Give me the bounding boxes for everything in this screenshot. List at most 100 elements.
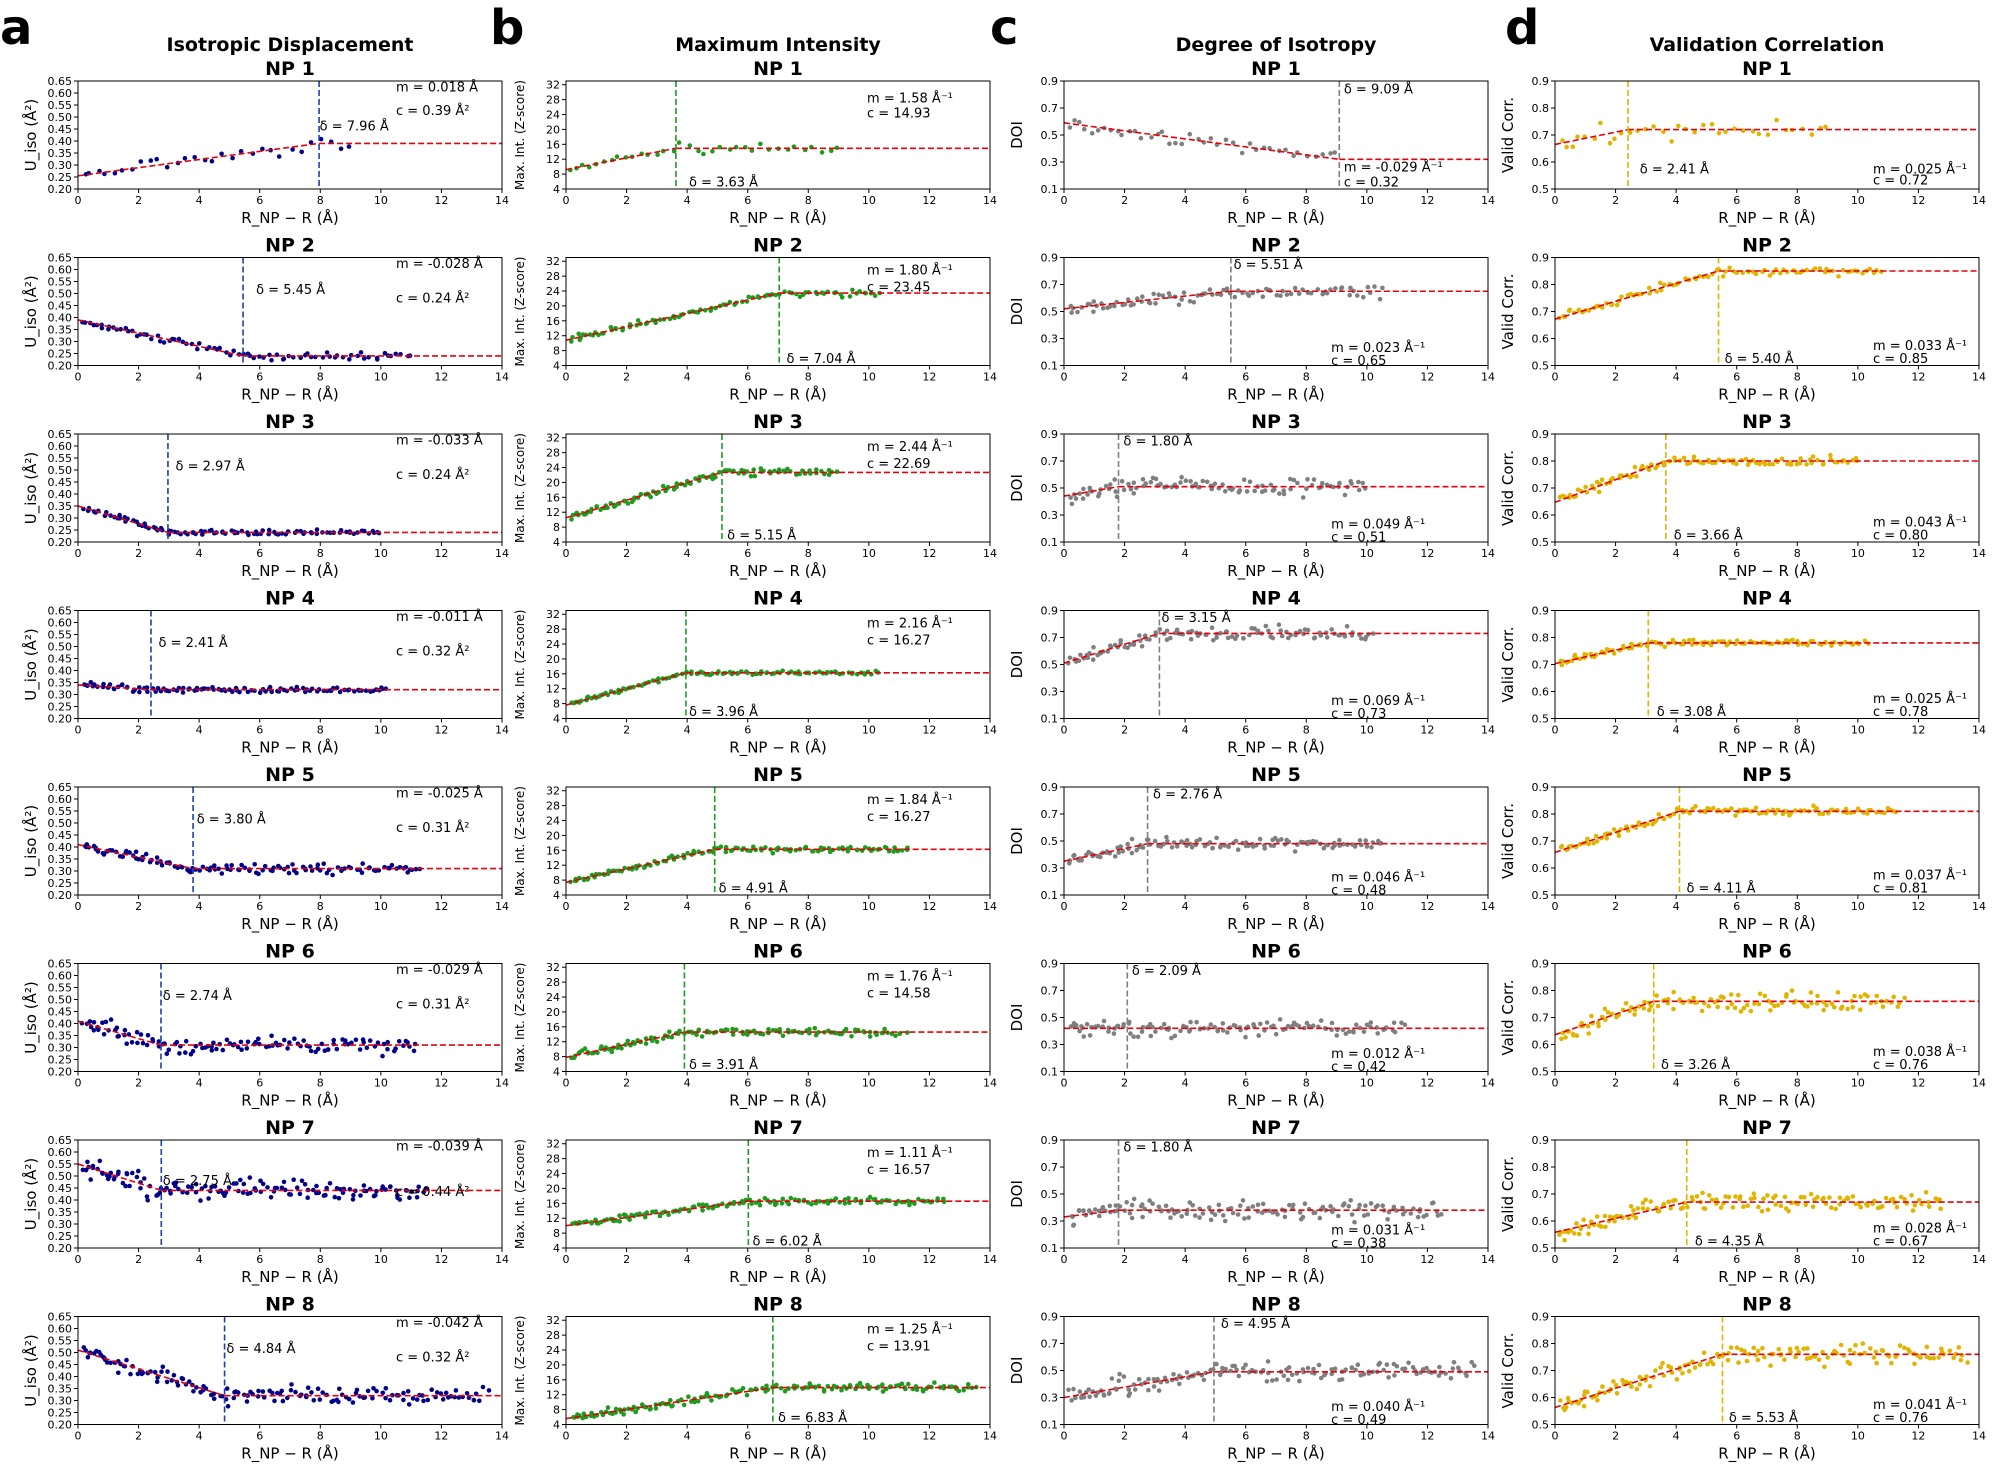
fit-line-linear: [1555, 642, 1649, 665]
x-tick-label: 14: [1972, 1253, 1986, 1266]
scatter-point: [1349, 1365, 1355, 1371]
x-tick-label: 12: [1420, 547, 1434, 560]
axes-frame: [77, 433, 503, 543]
plot-area: [566, 81, 990, 189]
scatter-point: [1278, 628, 1283, 633]
scatter-point: [1169, 845, 1175, 850]
scatter-point: [101, 852, 107, 857]
x-tick-label: 0: [1552, 371, 1559, 384]
intercept-annotation: c = 0.48: [1331, 884, 1386, 899]
scatter-point: [1191, 300, 1197, 305]
y-tick-label: 0.45: [48, 123, 73, 136]
scatter-point: [1469, 1359, 1474, 1365]
scatter-point: [1190, 1203, 1195, 1208]
scatter-point: [1091, 309, 1096, 315]
scatter-point: [1705, 274, 1711, 280]
subplot-title: NP 6: [753, 941, 803, 963]
y-tick-label: 0.9: [1532, 75, 1550, 88]
slope-annotation: m = -0.025 Å: [396, 785, 483, 801]
scatter-point: [635, 318, 641, 323]
scatter-point: [1129, 850, 1135, 856]
scatter-point: [83, 1348, 88, 1353]
scatter-point: [1313, 839, 1319, 844]
scatter-point: [1604, 836, 1609, 841]
scatter-point: [160, 1364, 166, 1370]
scatter-point: [1359, 636, 1364, 641]
subplot-d-np6: NP 60 2 4 6 8 10 12 140.50.60.70.80.9R_NP − R (…: [1499, 941, 1986, 1111]
scatter-point: [289, 1382, 294, 1387]
x-tick-label: 0: [75, 1430, 82, 1443]
scatter-point: [1093, 1393, 1099, 1398]
y-tick-label: 20: [546, 829, 560, 842]
scatter-point: [1339, 285, 1345, 290]
scatter-point: [1741, 1005, 1747, 1011]
scatter-point: [700, 1202, 706, 1207]
scatter-point: [1744, 1358, 1750, 1364]
scatter-point: [349, 1040, 354, 1046]
scatter-point: [1624, 1379, 1629, 1385]
scatter-point: [1193, 481, 1198, 487]
y-tick-label: 32: [546, 79, 560, 92]
scatter-point: [1264, 1020, 1270, 1025]
scatter-point: [1147, 1198, 1152, 1203]
scatter-point: [1614, 302, 1620, 308]
scatter-point: [1705, 1362, 1710, 1367]
subplot-c-np5: NP 50 2 4 6 8 10 12 140.10.30.50.70.9R_NP − R (…: [1008, 764, 1495, 934]
y-tick-label: 0.25: [48, 877, 73, 890]
fit-line-linear: [1555, 270, 1719, 320]
scatter-point: [1788, 462, 1794, 467]
scatter-point: [120, 1180, 126, 1186]
scatter-point: [847, 294, 853, 299]
scatter-point: [1567, 492, 1573, 498]
scatter-point: [1087, 1394, 1092, 1400]
slope-annotation: m = -0.042 Å: [396, 1315, 483, 1331]
scatter-point: [235, 1390, 241, 1395]
scatter-point: [1697, 1362, 1703, 1368]
fit-line-linear: [1064, 290, 1231, 310]
x-tick-label: 6: [256, 1430, 263, 1443]
y-tick-label: 0.9: [1532, 1134, 1550, 1147]
slope-annotation: m = -0.033 Å: [396, 432, 483, 448]
scatter-point: [453, 1388, 459, 1393]
x-tick-label: 2: [1121, 194, 1128, 207]
scatter-point: [1279, 837, 1284, 842]
x-axis-label: R_NP − R (Å): [729, 561, 826, 581]
subplot-title: NP 3: [1742, 411, 1792, 433]
scatter-point: [872, 1196, 878, 1202]
x-axis-label: R_NP − R (Å): [1227, 561, 1324, 581]
scatter-point: [1729, 806, 1734, 811]
scatter-point: [668, 1398, 673, 1403]
scatter-point: [405, 1040, 410, 1045]
intercept-annotation: c = 0.38: [1331, 1237, 1386, 1252]
scatter-point: [657, 317, 663, 323]
scatter-point: [1628, 1204, 1634, 1209]
scatter-point: [605, 1405, 611, 1410]
scatter-point: [1558, 1398, 1563, 1403]
scatter-point: [388, 1184, 393, 1189]
scatter-point: [1858, 994, 1863, 999]
x-tick-label: 10: [1851, 900, 1865, 913]
y-tick-label: 0.9: [1041, 1134, 1059, 1147]
scatter-point: [1829, 1001, 1835, 1007]
scatter-point: [1676, 123, 1681, 129]
delta-annotation: δ = 2.74 Å: [163, 988, 232, 1004]
scatter-point: [730, 1026, 735, 1032]
y-tick-label: 0.9: [1041, 252, 1059, 265]
scatter-point: [1891, 994, 1896, 1000]
y-tick-label: 0.3: [1041, 1392, 1059, 1405]
scatter-point: [1392, 1373, 1397, 1378]
scatter-point: [709, 1398, 714, 1403]
scatter-point: [1815, 1194, 1820, 1200]
scatter-point: [808, 471, 813, 476]
delta-annotation: δ = 3.91 Å: [689, 1057, 758, 1073]
scatter-point: [258, 1178, 263, 1184]
scatter-point: [1241, 1366, 1246, 1371]
subplot-a-np5: NP 50 2 4 6 8 10 12 140.200.250.300.350.400.450…: [21, 764, 509, 934]
scatter-point: [850, 287, 855, 293]
scatter-point: [1365, 1212, 1371, 1217]
x-tick-label: 2: [135, 547, 142, 560]
x-tick-label: 12: [1911, 371, 1925, 384]
y-tick-label: 0.3: [1041, 862, 1059, 875]
scatter-point: [1939, 1346, 1944, 1351]
